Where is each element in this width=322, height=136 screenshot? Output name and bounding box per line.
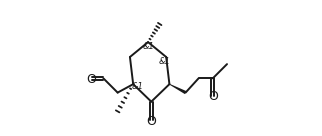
Polygon shape (169, 84, 186, 94)
Text: &1: &1 (131, 82, 143, 91)
Text: O: O (86, 72, 96, 86)
Text: O: O (208, 90, 218, 103)
Text: &1: &1 (158, 57, 170, 66)
Text: O: O (147, 115, 156, 128)
Text: &1: &1 (143, 42, 155, 51)
